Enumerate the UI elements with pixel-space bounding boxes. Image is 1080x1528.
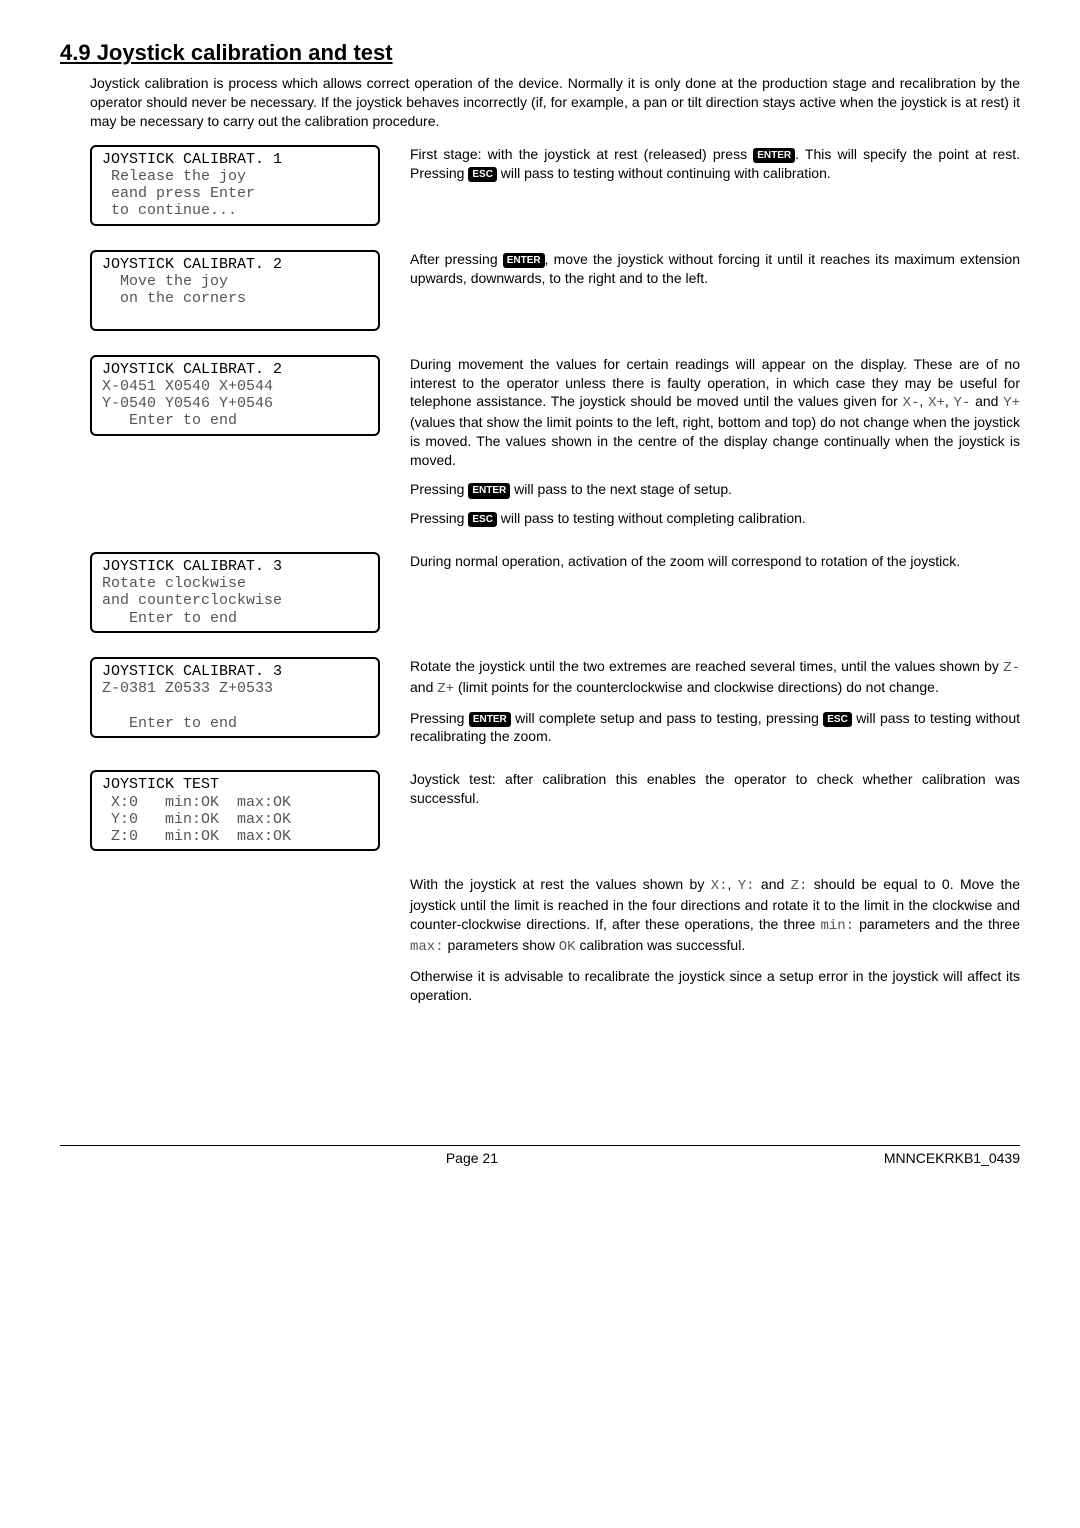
row-6: JOYSTICK TEST X:0 min:OK max:OK Y:0 min:…: [90, 770, 1020, 861]
lcd-screen-6: JOYSTICK TEST X:0 min:OK max:OK Y:0 min:…: [90, 770, 380, 851]
para-test: Joystick test: after calibration this en…: [410, 770, 1020, 808]
intro-paragraph: Joystick calibration is process which al…: [90, 74, 1020, 131]
row-1: JOYSTICK CALIBRAT. 1 Release the joy ean…: [90, 145, 1020, 236]
footer-page: Page 21: [446, 1150, 498, 1166]
row-2: JOYSTICK CALIBRAT. 2 Move the joy on the…: [90, 250, 1020, 341]
para-values: With the joystick at rest the values sho…: [410, 875, 1020, 957]
row-3: JOYSTICK CALIBRAT. 2 X-0451 X0540 X+0544…: [90, 355, 1020, 538]
para-enter-next: Pressing ENTER will pass to the next sta…: [410, 480, 1020, 499]
enter-key-icon: ENTER: [503, 253, 545, 269]
footer-ref: MNNCEKRKB1_0439: [884, 1150, 1020, 1166]
esc-key-icon: ESC: [468, 512, 497, 528]
para-complete: Pressing ENTER will complete setup and p…: [410, 709, 1020, 747]
page-footer: Page 21 MNNCEKRKB1_0439: [60, 1145, 1020, 1166]
lcd-screen-4: JOYSTICK CALIBRAT. 3 Rotate clockwise an…: [90, 552, 380, 633]
enter-key-icon: ENTER: [469, 712, 511, 728]
para-esc-skip: Pressing ESC will pass to testing withou…: [410, 509, 1020, 528]
row-7: With the joystick at rest the values sho…: [90, 875, 1020, 1014]
lcd-screen-3: JOYSTICK CALIBRAT. 2 X-0451 X0540 X+0544…: [90, 355, 380, 436]
para-zoom: During normal operation, activation of t…: [410, 552, 1020, 571]
lcd-screen-1: JOYSTICK CALIBRAT. 1 Release the joy ean…: [90, 145, 380, 226]
para-stage1: First stage: with the joystick at rest (…: [410, 145, 1020, 183]
para-stage2: After pressing ENTER, move the joystick …: [410, 250, 1020, 288]
lcd-screen-2: JOYSTICK CALIBRAT. 2 Move the joy on the…: [90, 250, 380, 331]
para-otherwise: Otherwise it is advisable to recalibrate…: [410, 967, 1020, 1005]
section-heading: 4.9 Joystick calibration and test: [60, 40, 1020, 66]
esc-key-icon: ESC: [468, 167, 497, 183]
lcd-screen-5: JOYSTICK CALIBRAT. 3 Z-0381 Z0533 Z+0533…: [90, 657, 380, 738]
para-rotate: Rotate the joystick until the two extrem…: [410, 657, 1020, 699]
row-5: JOYSTICK CALIBRAT. 3 Z-0381 Z0533 Z+0533…: [90, 657, 1020, 757]
enter-key-icon: ENTER: [468, 483, 510, 499]
enter-key-icon: ENTER: [753, 148, 795, 164]
esc-key-icon: ESC: [823, 712, 852, 728]
para-movement: During movement the values for certain r…: [410, 355, 1020, 470]
row-4: JOYSTICK CALIBRAT. 3 Rotate clockwise an…: [90, 552, 1020, 643]
